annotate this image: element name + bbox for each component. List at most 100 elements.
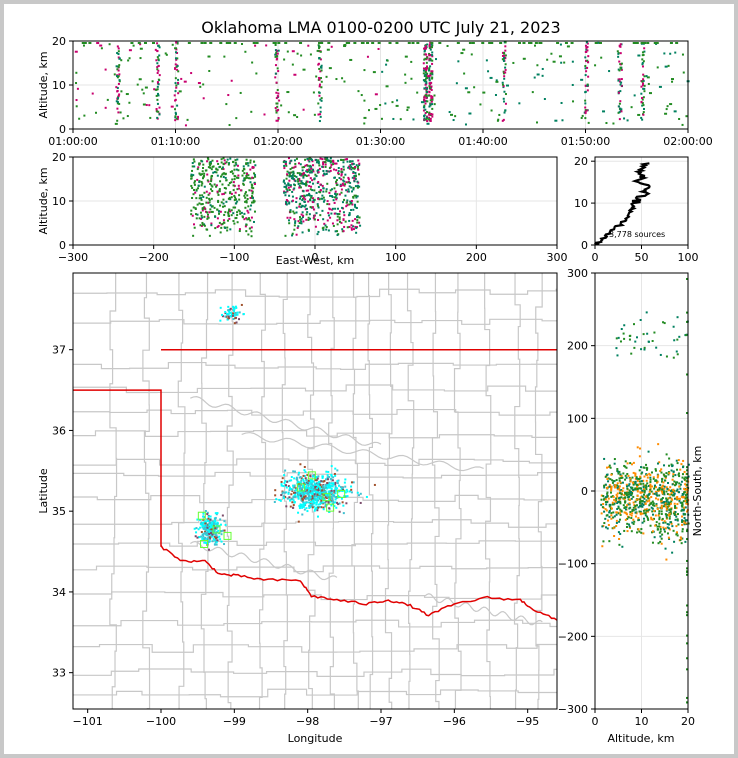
time-source-point [118,79,121,82]
map-source-point [342,486,345,489]
ew-source-point [207,158,210,161]
ew-source-point [208,163,211,166]
time-source-point [633,42,637,44]
ew-source-point [295,201,298,204]
time-source-point [82,44,85,47]
ns-source-point [632,518,635,521]
map-source-point [311,491,314,494]
time-source-point [318,78,321,81]
map-source-point [302,474,305,477]
map-source-point [324,491,327,494]
ew-source-point [224,191,227,194]
ew-source-point [336,207,339,210]
ew-source-point [340,174,343,177]
map-source-point [328,507,331,510]
ew-source-point [318,198,321,201]
ns-source-point [686,277,688,280]
ns-source-point [609,503,612,506]
map-source-point [236,311,239,314]
ew-source-point [191,214,194,217]
ew-source-point [283,185,286,188]
time-source-point [117,47,120,50]
ew-source-point [244,196,247,199]
ns-source-point [620,328,623,331]
time-source-point [642,60,645,63]
ew-source-point [220,158,223,161]
time-source-point [141,88,144,91]
map-source-point [329,500,332,503]
ew-source-point [323,222,326,225]
time-source-point [518,42,522,44]
map-source-point [290,479,293,482]
ns-y-tick-label: 100 [567,412,588,425]
ns-source-point [649,476,652,479]
ew-source-point [246,172,249,175]
time-source-point [154,48,157,51]
map-source-point [213,535,216,538]
ns-source-point [656,476,659,479]
ew-source-point [344,173,347,176]
ns-source-point [637,517,640,520]
map-source-point [318,481,321,484]
ns-source-point [682,509,685,512]
map-source-point [205,524,208,527]
time-source-point [157,64,160,67]
ew-source-point [191,165,194,168]
time-source-point [157,110,160,113]
ns-source-point [636,490,639,493]
ns-source-point [686,604,688,607]
time-source-point [423,75,426,78]
time-source-point [156,116,159,119]
state-border-panhandle [73,389,162,547]
ew-source-point [315,158,318,161]
map-source-point [206,531,209,534]
time-source-point [502,58,505,61]
ew-source-point [352,196,355,199]
ew-source-point [347,176,350,179]
ns-source-point [615,519,618,522]
ns-source-point [683,487,686,490]
map-source-point [291,488,294,491]
time-source-point [174,77,177,80]
ns-source-point [615,497,618,500]
ew-source-point [194,191,197,194]
ew-source-point [310,170,313,173]
ew-source-point [342,165,345,168]
county-boundary [384,273,393,709]
ns-source-point [639,447,642,450]
ew-source-point [318,167,321,170]
ns-source-point [615,484,618,487]
ew-source-point [200,224,203,227]
ns-source-point [670,463,673,466]
ew-source-point [304,198,307,201]
time-source-point [316,49,320,52]
ew-source-point [221,193,224,196]
map-source-point [312,486,315,489]
map-source-point [332,482,335,485]
map-source-point [330,465,333,468]
map-source-point [315,499,318,502]
county-boundary [73,688,557,698]
map-source-point [290,493,293,496]
ew-source-point [317,230,320,233]
ns-source-point [625,476,628,479]
map-source-point [315,475,318,478]
ew-source-point [223,205,226,208]
ns-source-point [681,496,684,499]
ns-source-point [616,507,619,510]
ew-source-point [303,166,306,169]
ew-source-point [317,162,320,165]
ns-source-point [618,489,621,492]
ew-source-point [249,208,252,211]
ew-source-point [308,185,311,188]
ew-source-point [300,217,303,220]
map-source-point [338,484,341,487]
time-source-point [563,61,566,64]
time-source-point [250,110,253,113]
ns-source-point [667,501,670,504]
ns-source-point [624,465,627,468]
time-source-point [481,42,485,44]
time-source-point [116,52,119,55]
ew-source-point [201,208,204,211]
map-source-point [328,510,331,513]
